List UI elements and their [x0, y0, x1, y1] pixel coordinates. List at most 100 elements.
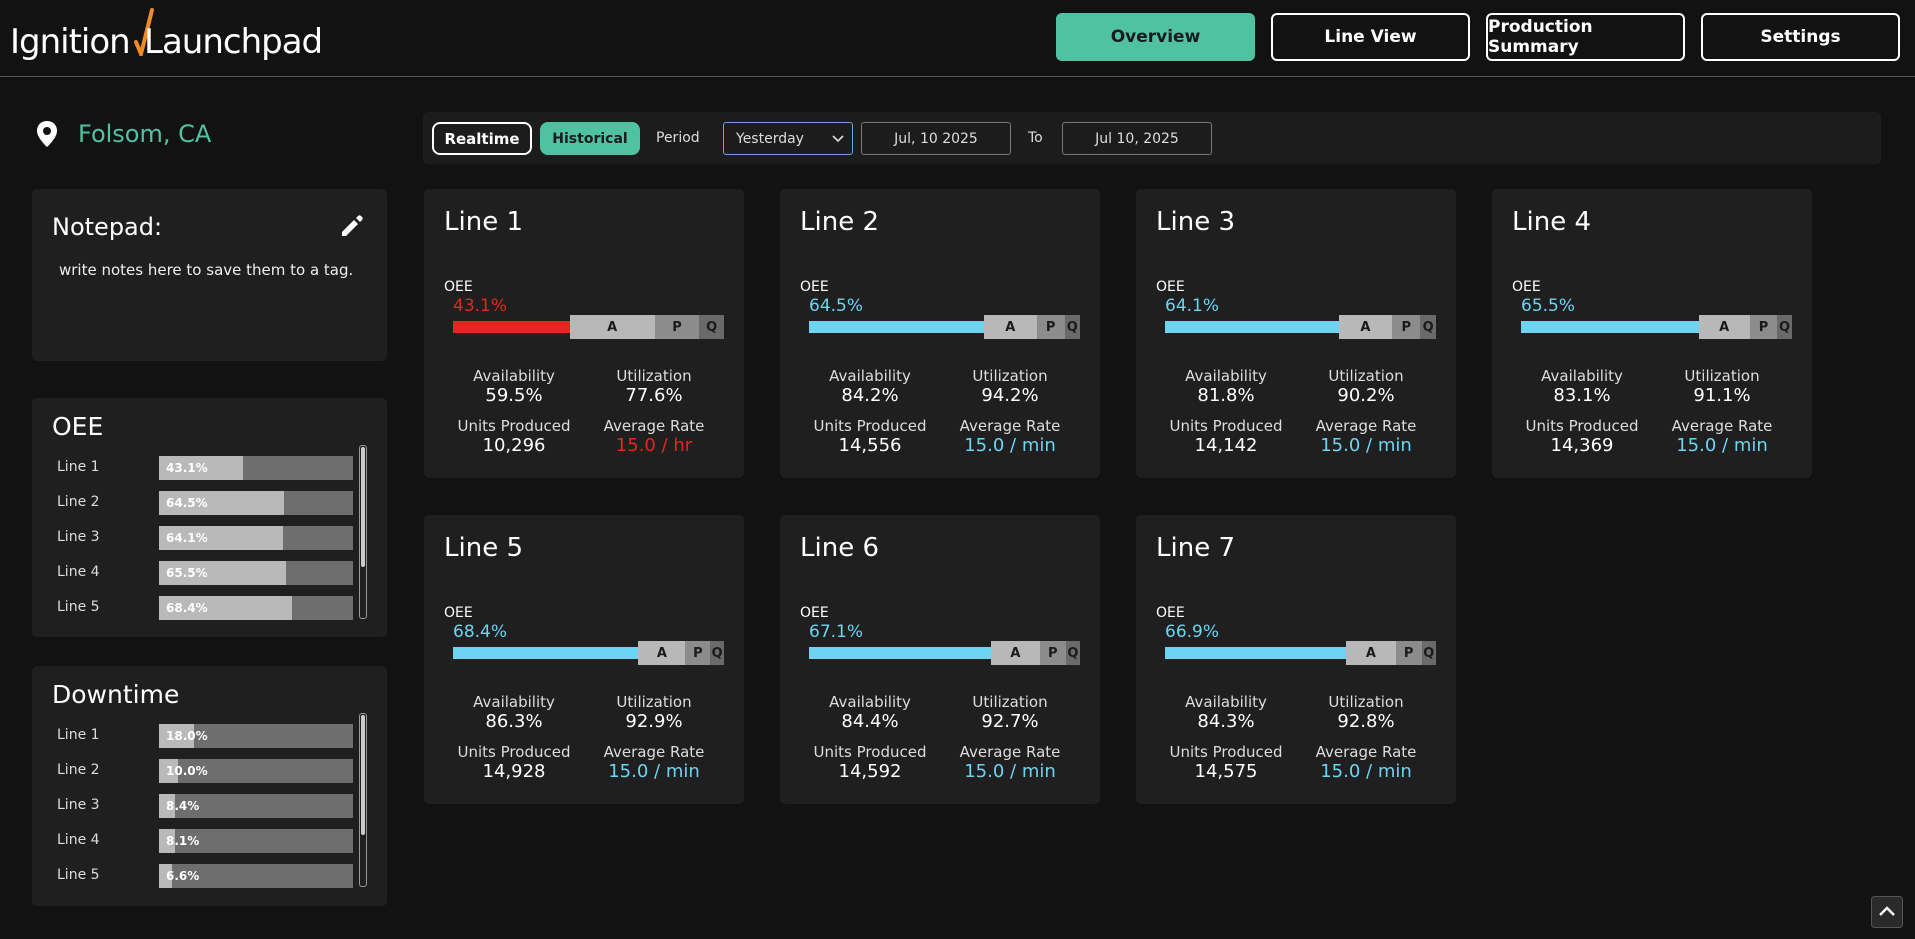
notepad-title: Notepad:: [52, 213, 163, 241]
line-title: Line 1: [444, 207, 523, 237]
loss-segment: Q: [1421, 641, 1436, 665]
oee-bar: [809, 321, 984, 333]
metric-value: 14,575: [1194, 761, 1258, 782]
line-title: Line 5: [444, 533, 523, 563]
filter-bar: Realtime Historical Period Yesterday Jul…: [423, 112, 1881, 164]
metric-label: Units Produced: [457, 417, 571, 435]
scrollbar[interactable]: [359, 445, 367, 619]
oee-bar: [453, 647, 639, 659]
bar-label: 64.5%: [166, 496, 208, 510]
metric-value: 94.2%: [981, 385, 1039, 406]
oee-bar: [1165, 647, 1347, 659]
metric-label: Average Rate: [603, 417, 705, 435]
line-card[interactable]: Line 1 OEE 43.1% A P Q Availability 59.5% Utiliz…: [424, 189, 744, 478]
metric-label: Average Rate: [959, 417, 1061, 435]
nav-button[interactable]: Production Summary: [1486, 13, 1685, 61]
row-label: Line 5: [57, 599, 100, 615]
row-label: Line 1: [57, 727, 100, 743]
end-date[interactable]: Jul 10, 2025: [1062, 122, 1212, 155]
metric-value: 86.3%: [485, 711, 543, 732]
bar-track: 6.6%: [159, 864, 353, 888]
dropdown-arrow: [832, 135, 844, 143]
location-icon: [37, 121, 57, 147]
oee-value: 67.1%: [809, 622, 864, 642]
nav-button[interactable]: Overview: [1056, 13, 1255, 61]
scroll-top-button[interactable]: [1871, 896, 1903, 928]
historical-button[interactable]: Historical: [540, 122, 640, 155]
metric-label: Units Produced: [1525, 417, 1639, 435]
metric-label: Utilization: [616, 367, 692, 385]
loss-segment: A: [569, 315, 655, 339]
loss-segment: P: [1036, 315, 1065, 339]
scrollbar[interactable]: [359, 713, 367, 887]
oee-label: OEE: [1512, 279, 1541, 295]
oee-bar: [809, 647, 991, 659]
metric-label: Average Rate: [1671, 417, 1773, 435]
loss-segment: P: [1395, 641, 1422, 665]
metric-label: Utilization: [1328, 693, 1404, 711]
row-label: Line 2: [57, 494, 100, 510]
oee-label: OEE: [444, 605, 473, 621]
metric-value: 15.0 / min: [608, 761, 700, 782]
nav-button[interactable]: Settings: [1701, 13, 1900, 61]
row-label: Line 3: [57, 529, 100, 545]
oee-value: 68.4%: [453, 622, 508, 642]
line-card[interactable]: Line 3 OEE 64.1% A P Q Availability 81.8% Utiliz…: [1136, 189, 1456, 478]
bar-label: 10.0%: [166, 764, 208, 778]
line-card[interactable]: Line 7 OEE 66.9% A P Q Availability 84.3% Utiliz…: [1136, 515, 1456, 804]
metric-label: Utilization: [1684, 367, 1760, 385]
period-value: Yesterday: [736, 130, 804, 147]
bar-fill: [159, 864, 172, 888]
row-label: Line 4: [57, 564, 100, 580]
scroll-thumb[interactable]: [361, 447, 365, 567]
period-dropdown[interactable]: Yesterday: [723, 122, 853, 155]
scroll-thumb[interactable]: [361, 715, 365, 835]
metric-value: 81.8%: [1197, 385, 1255, 406]
edit-button[interactable]: [339, 213, 365, 239]
loss-segment: A: [990, 641, 1040, 665]
oee-value: 64.1%: [1165, 296, 1220, 316]
logo-left: Ignition: [10, 22, 131, 62]
bar-label: 68.4%: [166, 601, 208, 615]
metric-value: 15.0 / hr: [615, 435, 693, 456]
row-label: Line 2: [57, 762, 100, 778]
oee-label: OEE: [1156, 605, 1185, 621]
loss-segment: Q: [1065, 641, 1080, 665]
metric-label: Units Produced: [1169, 743, 1283, 761]
loss-segment: P: [1749, 315, 1778, 339]
metric-value: 10,296: [482, 435, 546, 456]
metric-label: Units Produced: [813, 743, 927, 761]
bar-label: 64.1%: [166, 531, 208, 545]
nav-button[interactable]: Line View: [1271, 13, 1470, 61]
bar-label: 6.6%: [166, 869, 200, 883]
metric-label: Availability: [1185, 693, 1267, 711]
oee-label: OEE: [444, 279, 473, 295]
oee-value: 66.9%: [1165, 622, 1220, 642]
line-card[interactable]: Line 2 OEE 64.5% A P Q Availability 84.2% Utiliz…: [780, 189, 1100, 478]
line-card[interactable]: Line 4 OEE 65.5% A P Q Availability 83.1% Utiliz…: [1492, 189, 1812, 478]
line-card[interactable]: Line 5 OEE 68.4% A P Q Availability 86.3% Utiliz…: [424, 515, 744, 804]
bar-fill: [159, 561, 287, 585]
metric-label: Units Produced: [457, 743, 571, 761]
loss-segment: P: [685, 641, 711, 665]
metric-label: Average Rate: [603, 743, 705, 761]
metric-label: Availability: [1541, 367, 1623, 385]
bar-fill: [159, 794, 176, 818]
metric-value: 59.5%: [485, 385, 543, 406]
metric-value: 15.0 / min: [964, 761, 1056, 782]
bar-label: 43.1%: [166, 461, 208, 475]
metric-value: 14,592: [838, 761, 902, 782]
oee-value: 43.1%: [453, 296, 508, 316]
bar-track: 43.1%: [159, 456, 353, 480]
metric-label: Availability: [829, 367, 911, 385]
metric-label: Availability: [1185, 367, 1267, 385]
metric-label: Availability: [473, 367, 555, 385]
bar-fill: [159, 829, 175, 853]
line-card[interactable]: Line 6 OEE 67.1% A P Q Availability 84.4% Utiliz…: [780, 515, 1100, 804]
loss-segment: A: [1338, 315, 1393, 339]
start-date[interactable]: Jul, 10 2025: [861, 122, 1011, 155]
loss-segment: P: [1039, 641, 1066, 665]
realtime-button[interactable]: Realtime: [432, 122, 532, 155]
oee-panel: OEE Line 1 43.1% Line 2 64.5% Line 3 64.1% Line…: [32, 398, 387, 637]
